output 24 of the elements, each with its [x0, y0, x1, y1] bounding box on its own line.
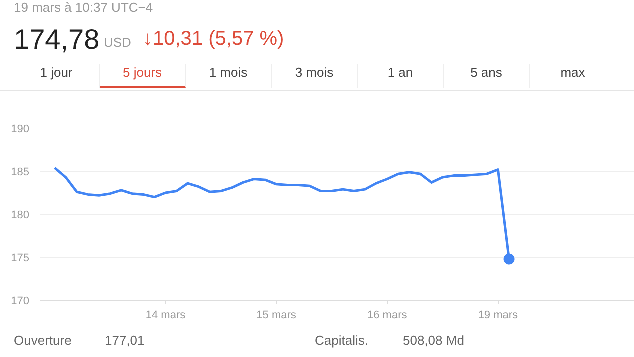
text: 3 mois [272, 64, 358, 88]
text: 1 jour [14, 64, 100, 88]
text: ↓10,31 (5,57 %) [143, 27, 284, 52]
text: Ouverture [14, 332, 72, 350]
y-tick-label: 190 [11, 124, 30, 136]
text: 5 jours [100, 64, 186, 88]
x-tick-label: 15 mars [256, 310, 297, 322]
text: Capitalis. [315, 332, 368, 350]
text: max [560, 64, 586, 82]
chart-subtitle: 19 mars à 10:37 UTC−4 [14, 0, 154, 15]
y-tick-label: 180 [11, 210, 30, 222]
y-tick-label: 185 [11, 166, 30, 178]
y-tick-label: 175 [11, 252, 30, 264]
x-tick-label: 16 mars [368, 310, 408, 322]
text: 508,08 Md [403, 332, 464, 350]
text: 177,01 [105, 332, 145, 350]
x-tick-label: 19 mars [478, 310, 519, 322]
text: USD [104, 34, 132, 52]
x-tick-label: 14 mars [146, 310, 186, 322]
y-tick-label: 170 [11, 296, 30, 308]
chart-title: 174,78 [14, 23, 100, 57]
text: 1 mois [186, 64, 272, 88]
text: 1 an [358, 64, 444, 88]
text: 5 ans [444, 64, 530, 88]
